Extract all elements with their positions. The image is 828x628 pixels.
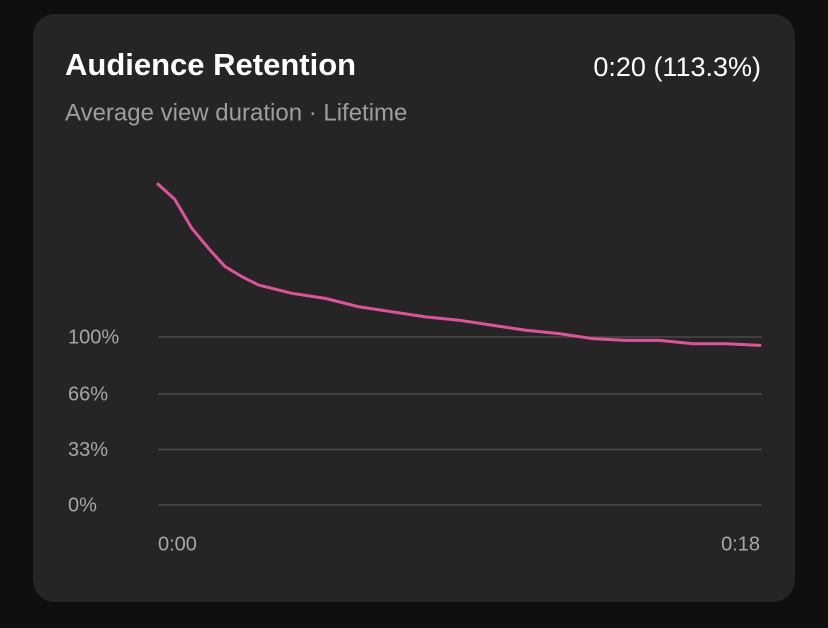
- y-tick-label: 0%: [68, 494, 97, 516]
- x-tick-label: 0:18: [721, 533, 760, 555]
- summary-value: 0:20 (113.3%): [593, 52, 761, 82]
- y-tick-label: 100%: [68, 326, 119, 348]
- card-title: Audience Retention: [65, 47, 356, 82]
- y-tick-label: 33%: [68, 439, 108, 461]
- x-tick-label: 0:00: [158, 533, 197, 555]
- retention-line: [156, 182, 762, 347]
- card: [33, 14, 795, 602]
- subtitle: Average view duration · Lifetime: [65, 99, 407, 126]
- y-tick-label: 66%: [68, 383, 108, 405]
